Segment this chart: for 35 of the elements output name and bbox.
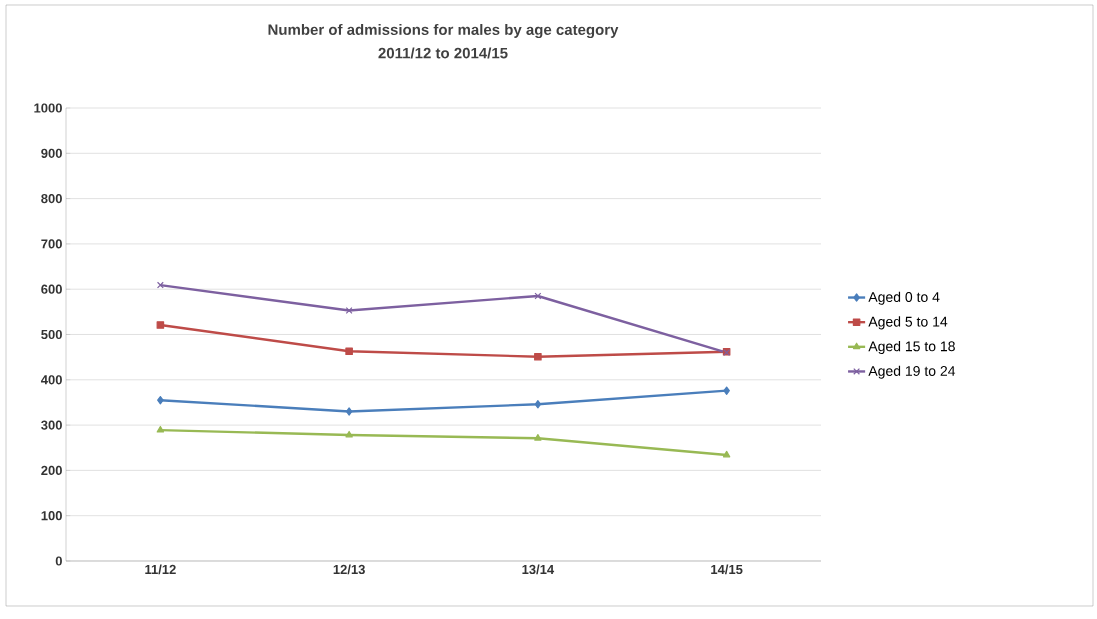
y-tick-label: 700 [41, 239, 62, 249]
x-tick-label: 12/13 [333, 564, 365, 575]
legend-label: Aged 0 to 4 [868, 291, 940, 305]
point [157, 395, 164, 405]
legend-label: Aged 5 to 14 [868, 316, 948, 330]
x-tick-label: 14/15 [711, 564, 743, 575]
chart-subtitle: 2011/12 to 2014/15 [378, 47, 508, 59]
y-tick-label: 1000 [34, 103, 62, 113]
x-tick-label: 13/14 [522, 564, 555, 575]
legend-label: Aged 15 to 18 [868, 341, 955, 355]
y-tick-label: 300 [41, 420, 62, 430]
point [345, 407, 353, 416]
y-tick-label: 600 [41, 284, 62, 294]
point [156, 321, 165, 329]
point [534, 352, 542, 361]
point [723, 386, 730, 395]
point [722, 450, 731, 458]
y-tick-label: 0 [55, 556, 62, 566]
point [534, 434, 542, 441]
y-tick-label: 100 [41, 511, 62, 521]
chart-title: Number of admissions for males by age category [268, 23, 619, 39]
point [345, 430, 353, 438]
y-tick-label: 800 [41, 193, 62, 204]
point [345, 307, 353, 314]
point [534, 292, 542, 300]
point [534, 400, 542, 409]
point [156, 425, 165, 433]
y-tick-label: 200 [41, 465, 62, 475]
y-tick-label: 400 [40, 375, 62, 385]
y-tick-label: 500 [41, 329, 62, 340]
y-tick-label: 900 [41, 148, 62, 158]
x-tick-label: 11/12 [145, 564, 176, 575]
point [345, 347, 353, 356]
legend-label: Aged 19 to 24 [868, 365, 956, 379]
point [156, 281, 164, 289]
